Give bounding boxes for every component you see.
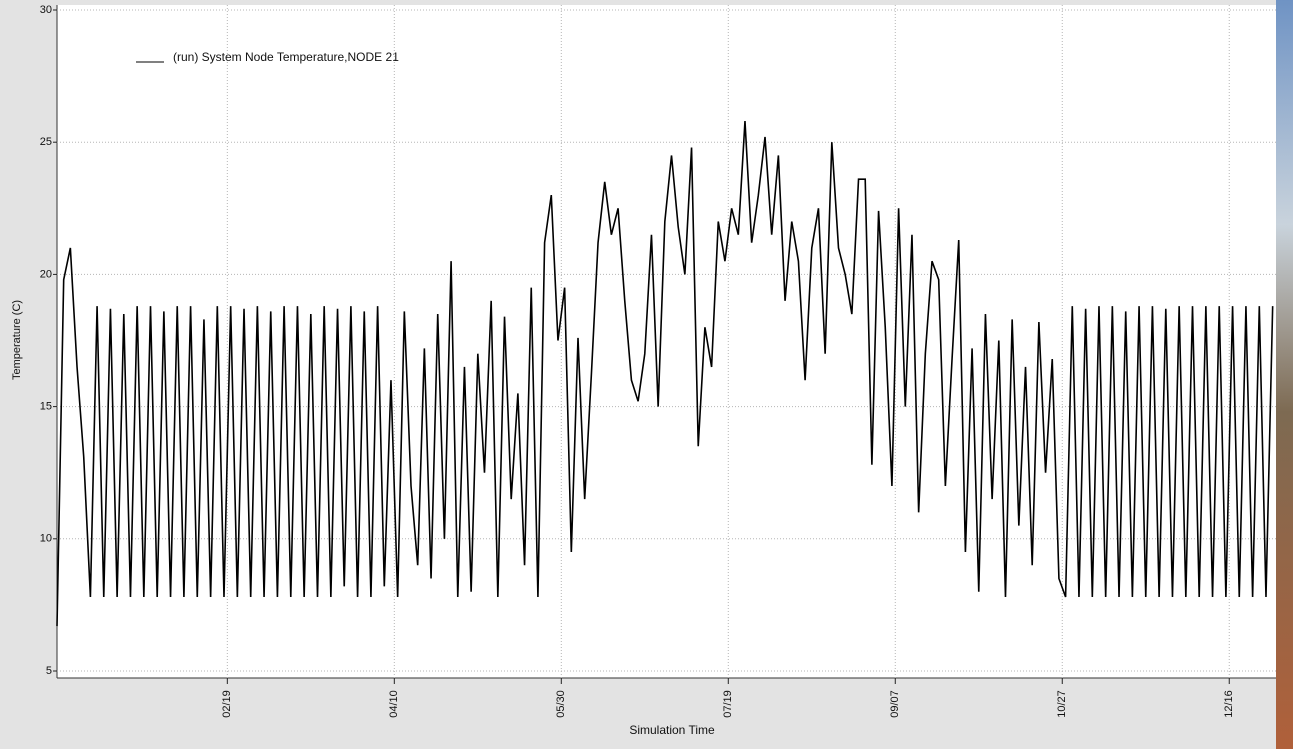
y-tick-label: 20: [40, 268, 52, 280]
x-tick-label: 09/07: [889, 690, 901, 718]
y-tick-label: 25: [40, 136, 52, 148]
x-tick-label: 05/30: [555, 690, 567, 718]
x-tick-label: 02/19: [221, 690, 233, 718]
y-tick-label: 30: [40, 4, 52, 16]
y-tick-label: 10: [40, 533, 52, 545]
x-axis-title: Simulation Time: [629, 723, 715, 737]
y-tick-label: 5: [46, 665, 52, 677]
desktop-wallpaper: [1276, 0, 1293, 749]
x-tick-label: 04/10: [388, 690, 400, 718]
x-tick-label: 07/19: [722, 690, 734, 718]
x-tick-label: 12/16: [1223, 690, 1235, 718]
data-line: [56, 121, 1274, 627]
legend-label: (run) System Node Temperature,NODE 21: [173, 50, 399, 64]
y-tick-label: 15: [40, 401, 52, 413]
y-axis-title: Temperature (C): [11, 300, 23, 380]
x-tick-label: 10/27: [1056, 690, 1068, 718]
